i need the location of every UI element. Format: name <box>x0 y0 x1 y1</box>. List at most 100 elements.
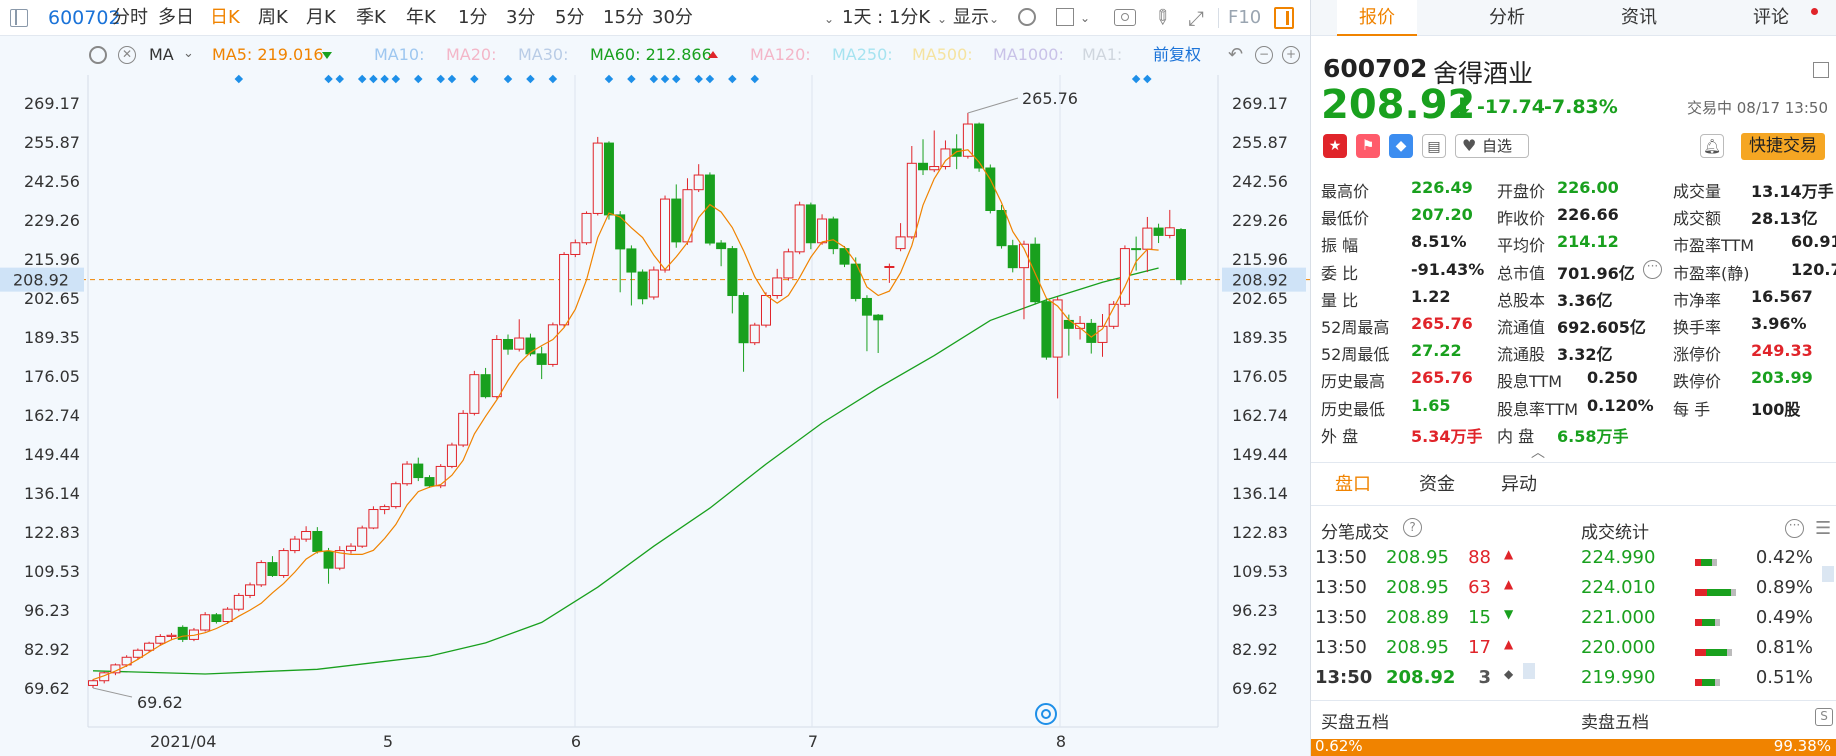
period-tab[interactable]: 年K <box>406 7 436 28</box>
detail-tab[interactable]: 盘口 <box>1335 474 1371 495</box>
add-watchlist-button[interactable]: ♥ 自选 <box>1455 134 1529 158</box>
undo-icon[interactable]: ↶ <box>1228 44 1244 65</box>
period-tab[interactable]: 多日 <box>158 7 194 28</box>
ma-indicator-label[interactable]: MA120: <box>750 45 811 64</box>
interval-select[interactable]: 1天 : 1分K <box>842 7 931 28</box>
close-icon[interactable]: ✕ <box>118 46 136 64</box>
tag-icon[interactable]: ◆ <box>1389 134 1413 158</box>
ma60-trend-up-icon <box>708 51 718 58</box>
adjust-mode-button[interactable]: 前复权 <box>1153 45 1202 64</box>
stat-value: 1.65 <box>1411 395 1451 415</box>
candle-body <box>402 463 413 485</box>
stat-value: 701.96亿 <box>1557 263 1635 283</box>
y-tick-label-right: 269.17 <box>1232 94 1288 113</box>
settings-gear-icon[interactable] <box>1018 8 1036 26</box>
event-marker <box>503 74 513 84</box>
y-tick-label-right: 176.05 <box>1232 367 1288 386</box>
candle-body <box>1052 299 1063 358</box>
period-tab[interactable]: 日K <box>210 7 240 28</box>
candle-body <box>547 324 558 365</box>
display-menu[interactable]: 显示 <box>953 7 989 28</box>
panel-toggle-icon[interactable] <box>1274 7 1294 29</box>
quick-trade-button[interactable]: 快捷交易 <box>1741 133 1825 160</box>
period-tab[interactable]: 月K <box>306 7 336 28</box>
period-tab[interactable]: 周K <box>258 7 288 28</box>
fullscreen-icon[interactable]: ⤢ <box>1188 6 1204 30</box>
box-icon[interactable] <box>1056 8 1074 26</box>
list-icon[interactable]: ☰ <box>1815 518 1832 539</box>
indicator-settings-icon[interactable] <box>89 46 107 64</box>
stats-scroll-thumb[interactable] <box>1822 566 1834 582</box>
period-tab[interactable]: 1分 <box>458 7 488 28</box>
period-tab[interactable]: 30分 <box>652 7 693 28</box>
zoom-in-icon[interactable]: + <box>1282 46 1300 64</box>
stat-percent: 0.42% <box>1755 547 1813 568</box>
ma-indicator-label[interactable]: MA1: <box>1082 45 1123 64</box>
period-tab[interactable]: 15分 <box>603 7 644 28</box>
tick-direction-icon: ▲ <box>1504 547 1514 561</box>
help-icon[interactable]: ? <box>1403 518 1422 537</box>
zoom-out-icon[interactable]: − <box>1255 46 1273 64</box>
candle-body <box>491 338 502 398</box>
sidebar-toggle-icon[interactable] <box>10 9 28 27</box>
price-label-box-right <box>1222 267 1306 292</box>
candle-body <box>1153 227 1164 236</box>
tick-time: 13:50 <box>1315 667 1373 688</box>
tick-volume: 3 <box>1478 667 1491 688</box>
quote-name: 舍得酒业 <box>1433 59 1534 88</box>
stat-label: 委 比 <box>1321 263 1359 283</box>
ma-indicator-label[interactable]: MA30: <box>518 45 569 64</box>
note-icon[interactable]: ▤ <box>1422 134 1446 158</box>
detail-tab[interactable]: 资金 <box>1419 474 1455 495</box>
ma-indicator-label[interactable]: MA20: <box>446 45 497 64</box>
quote-tab[interactable]: 分析 <box>1489 7 1525 28</box>
s-icon[interactable]: S <box>1815 708 1833 726</box>
camera-icon[interactable] <box>1114 9 1136 26</box>
collapse-chevron-icon[interactable]: ︿ <box>1531 445 1545 461</box>
tick-scroll-thumb[interactable] <box>1523 663 1535 679</box>
y-tick-label-left: 69.62 <box>24 679 70 698</box>
indicator-name[interactable]: MA <box>149 45 174 64</box>
stat-value: 16.567 <box>1751 286 1813 306</box>
stat-label: 开盘价 <box>1497 182 1546 201</box>
menu-icon[interactable] <box>1813 62 1829 78</box>
stat-label: 内 盘 <box>1497 426 1535 446</box>
stat-value: 214.12 <box>1557 232 1619 252</box>
ma-indicator-label[interactable]: MA5: 219.016 <box>212 45 324 64</box>
ma-indicator-label[interactable]: MA500: <box>912 45 973 64</box>
ma-indicator-label[interactable]: MA1000: <box>993 45 1064 64</box>
candle-body <box>615 214 626 250</box>
period-tab[interactable]: 分时 <box>112 7 148 28</box>
notification-dot <box>1811 8 1818 15</box>
y-tick-label-right: 96.23 <box>1232 601 1278 620</box>
period-tab[interactable]: 季K <box>356 7 386 28</box>
event-marker <box>414 74 423 84</box>
candle-body <box>974 123 985 169</box>
kline-chart[interactable]: 269.17 269.17 255.87 255.87 242.56 242.56 229.… <box>0 0 1310 756</box>
more-icon[interactable]: ··· <box>1785 519 1804 538</box>
stat-label: 振 幅 <box>1321 236 1359 256</box>
ma-indicator-label[interactable]: MA250: <box>832 45 893 64</box>
stock-code-label[interactable]: 600702 <box>48 7 121 29</box>
y-tick-label-right: 229.26 <box>1232 211 1288 230</box>
alert-bell-icon[interactable]: 🔔︎ <box>1700 134 1724 158</box>
quote-tab[interactable]: 资讯 <box>1621 7 1657 28</box>
stat-value: 6.58万手 <box>1557 426 1629 446</box>
candle-body <box>929 166 940 171</box>
period-tab[interactable]: 5分 <box>555 7 585 28</box>
stat-price: 219.990 <box>1581 667 1656 688</box>
stat-value: 3.96% <box>1751 314 1807 333</box>
ma-indicator-label[interactable]: MA10: <box>374 45 425 64</box>
stat-label: 市盈率(静) <box>1673 263 1750 283</box>
y-tick-label-left: 255.87 <box>24 133 80 152</box>
quote-tab[interactable]: 报价 <box>1337 0 1417 36</box>
f10-button[interactable]: F10 <box>1228 7 1262 28</box>
period-tab[interactable]: 3分 <box>506 7 536 28</box>
more-icon[interactable]: ··· <box>1643 260 1662 279</box>
quote-tab[interactable]: 评论 <box>1753 7 1789 28</box>
detail-tab[interactable]: 异动 <box>1501 474 1537 495</box>
stat-value: 3.36亿 <box>1557 290 1613 310</box>
volume-ratio-bar-neutral <box>1711 559 1717 566</box>
runner-icon[interactable]: ⚑ <box>1356 134 1380 158</box>
ma-indicator-label[interactable]: MA60: 212.866 <box>590 45 712 64</box>
